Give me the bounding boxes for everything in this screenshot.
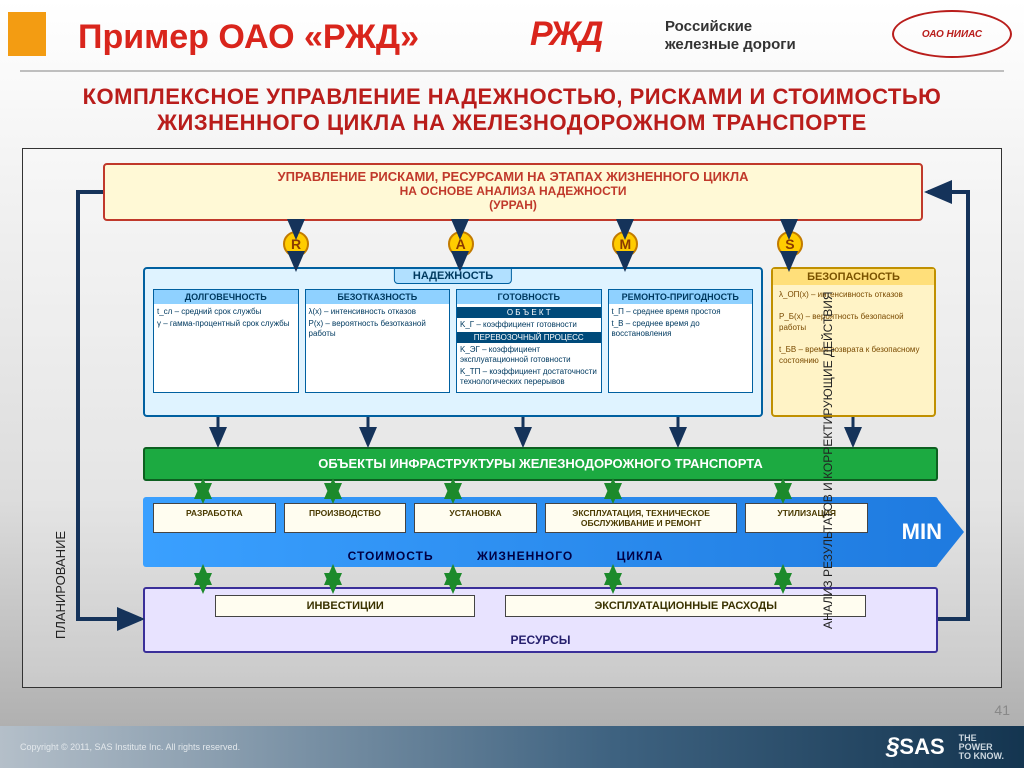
header: Пример ОАО «РЖД» РЖД Российские железные… — [0, 0, 1024, 70]
lifecycle-boxes: РАЗРАБОТКА ПРОИЗВОДСТВО УСТАНОВКА ЭКСПЛУ… — [153, 503, 868, 533]
sf-i3: t_БВ – время возврата к безопасному сост… — [779, 344, 928, 366]
rzd-logo-text: Российские железные дороги — [665, 18, 796, 54]
urran-box: УПРАВЛЕНИЕ РИСКАМИ, РЕСУРСАМИ НА ЭТАПАХ … — [103, 163, 923, 221]
lc-box-4: ЭКСПЛУАТАЦИЯ, ТЕХНИЧЕСКОЕ ОБСЛУЖИВАНИЕ И… — [545, 503, 738, 533]
resources-band: ИНВЕСТИЦИИ ЭКСПЛУАТАЦИОННЫЕ РАСХОДЫ РЕСУ… — [143, 587, 938, 653]
resources-row: ИНВЕСТИЦИИ ЭКСПЛУАТАЦИОННЫЕ РАСХОДЫ — [215, 595, 866, 617]
lifecycle-min: MIN — [902, 519, 942, 545]
lc-box-1: РАЗРАБОТКА — [153, 503, 276, 533]
slide-title: Пример ОАО «РЖД» — [78, 18, 419, 57]
lifecycle-band: MIN РАЗРАБОТКА ПРОИЗВОДСТВО УСТАНОВКА ЭК… — [143, 497, 938, 567]
lc-box-5: УТИЛИЗАЦИЯ — [745, 503, 868, 533]
subtitle: КОМПЛЕКСНОЕ УПРАВЛЕНИЕ НАДЕЖНОСТЬЮ, РИСК… — [40, 84, 984, 136]
lc-box-3: УСТАНОВКА — [414, 503, 537, 533]
ram-m: M — [612, 231, 638, 257]
sas-logo: §SAS — [886, 733, 945, 761]
orange-accent — [8, 12, 46, 56]
urran-line1: УПРАВЛЕНИЕ РИСКАМИ, РЕСУРСАМИ НА ЭТАПАХ … — [113, 169, 913, 184]
sas-text: SAS — [899, 734, 944, 759]
vertical-label-right: АНАЛИЗ РЕЗУЛЬТАТОВ И КОРРЕКТИРУЮЩИЕ ДЕЙС… — [821, 329, 835, 629]
rd-i2: K_ЭГ – коэффициент эксплуатационной гото… — [460, 345, 598, 365]
col-readiness-h: ГОТОВНОСТЬ — [457, 290, 601, 304]
footer: Copyright © 2011, SAS Institute Inc. All… — [0, 726, 1024, 768]
safety-box: БЕЗОПАСНОСТЬ λ_ОП(x) – интенсивность отк… — [771, 267, 936, 417]
footer-tagline: THE POWER TO KNOW. — [959, 734, 1004, 761]
mt-i2: t_В – среднее время до восстановления — [612, 319, 750, 339]
footer-logo: §SAS THE POWER TO KNOW. — [886, 733, 1004, 761]
mt-i1: t_П – среднее время простоя — [612, 307, 750, 317]
rzd-text-1: Российские — [665, 18, 752, 35]
ram-a: A — [448, 231, 474, 257]
safety-title: БЕЗОПАСНОСТЬ — [773, 269, 934, 285]
header-separator — [20, 70, 1004, 72]
safety-body: λ_ОП(x) – интенсивность отказов P_Б(x) –… — [773, 285, 934, 370]
lc-sub-2: ЖИЗНЕННОГО — [477, 549, 573, 563]
res-invest: ИНВЕСТИЦИИ — [215, 595, 475, 617]
rd-i1: K_Г – коэффициент готовности — [460, 320, 598, 330]
urran-line3: (УРРАН) — [113, 198, 913, 212]
diagram-frame: УПРАВЛЕНИЕ РИСКАМИ, РЕСУРСАМИ НА ЭТАПАХ … — [22, 148, 1002, 688]
fs-i2: P(x) – вероятность безотказной работы — [309, 319, 447, 339]
reliability-columns: ДОЛГОВЕЧНОСТЬ t_сл – средний срок службы… — [153, 289, 753, 393]
resources-title: РЕСУРСЫ — [145, 633, 936, 647]
lifecycle-subtitle: СТОИМОСТЬ ЖИЗНЕННОГО ЦИКЛА — [143, 549, 868, 563]
dur-i2: γ – гамма-процентный срок службы — [157, 319, 295, 329]
reliability-title: НАДЕЖНОСТЬ — [394, 268, 512, 284]
col-failsafe: БЕЗОТКАЗНОСТЬ λ(x) – интенсивность отказ… — [305, 289, 451, 393]
lc-sub-3: ЦИКЛА — [617, 549, 664, 563]
col-failsafe-h: БЕЗОТКАЗНОСТЬ — [306, 290, 450, 304]
fs-i1: λ(x) – интенсивность отказов — [309, 307, 447, 317]
ram-s: S — [777, 231, 803, 257]
rzd-text-2: железные дороги — [665, 36, 796, 53]
dur-i1: t_сл – средний срок службы — [157, 307, 295, 317]
reliability-band: НАДЕЖНОСТЬ ДОЛГОВЕЧНОСТЬ t_сл – средний … — [143, 267, 763, 417]
col-durability: ДОЛГОВЕЧНОСТЬ t_сл – средний срок службы… — [153, 289, 299, 393]
sf-i2: P_Б(x) – вероятность безопасной работы — [779, 311, 928, 333]
lc-sub-1: СТОИМОСТЬ — [348, 549, 434, 563]
col-maintainability: РЕМОНТО-ПРИГОДНОСТЬ t_П – среднее время … — [608, 289, 754, 393]
tag-3: TO KNOW. — [959, 751, 1004, 761]
sf-i1: λ_ОП(x) – интенсивность отказов — [779, 289, 928, 300]
urran-line2: НА ОСНОВЕ АНАЛИЗА НАДЕЖНОСТИ — [113, 184, 913, 198]
res-opex: ЭКСПЛУАТАЦИОННЫЕ РАСХОДЫ — [505, 595, 866, 617]
lc-box-2: ПРОИЗВОДСТВО — [284, 503, 407, 533]
infra-bar: ОБЪЕКТЫ ИНФРАСТРУКТУРЫ ЖЕЛЕЗНОДОРОЖНОГО … — [143, 447, 938, 481]
rams-row: R A M S — [283, 231, 803, 257]
niias-logo: ОАО НИИАС — [892, 10, 1012, 58]
page-number: 41 — [994, 702, 1010, 718]
vertical-label-left: ПЛАНИРОВАНИЕ — [53, 531, 68, 639]
ram-r: R — [283, 231, 309, 257]
readiness-obj2: ПЕРЕВОЗОЧНЫЙ ПРОЦЕСС — [457, 332, 601, 343]
col-durability-h: ДОЛГОВЕЧНОСТЬ — [154, 290, 298, 304]
readiness-obj1: О Б Ъ Е К Т — [457, 307, 601, 318]
rzd-logo: РЖД — [530, 15, 601, 54]
col-maintainability-h: РЕМОНТО-ПРИГОДНОСТЬ — [609, 290, 753, 304]
footer-copyright: Copyright © 2011, SAS Institute Inc. All… — [20, 742, 240, 752]
rd-i3: K_ТП – коэффициент достаточности техноло… — [460, 367, 598, 387]
col-readiness: ГОТОВНОСТЬ О Б Ъ Е К Т K_Г – коэффициент… — [456, 289, 602, 393]
